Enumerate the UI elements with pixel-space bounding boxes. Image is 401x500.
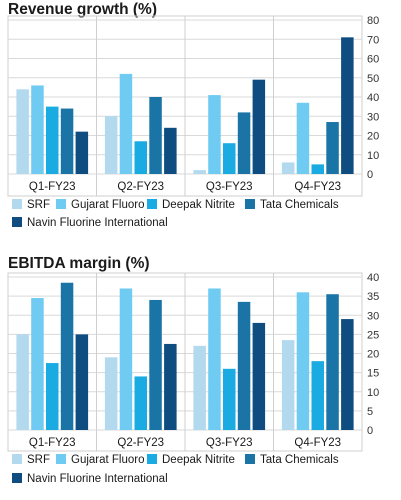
bar-gujarat-fluoro-q2-fy23	[119, 288, 133, 430]
legend-label-srf: SRF	[27, 454, 50, 466]
legend-label-gujarat-fluoro: Gujarat Fluoro	[71, 199, 145, 211]
ebitda-margin-title: EBITDA margin (%)	[8, 255, 150, 272]
x-tick-label: Q2-FY23	[117, 437, 164, 449]
y-tick-label: 80	[367, 15, 379, 27]
bar-srf-q1-fy23	[16, 89, 29, 174]
bar-navin-fluorine-international-q3-fy23	[252, 322, 266, 430]
y-tick-label: 25	[367, 329, 379, 341]
bar-deepak-nitrite-q4-fy23	[311, 361, 324, 430]
y-tick-label: 20	[367, 349, 379, 361]
bar-srf-q2-fy23	[104, 357, 118, 430]
bar-gujarat-fluoro-q1-fy23	[31, 298, 44, 430]
x-tick-label: Q1-FY23	[29, 437, 76, 449]
bar-navin-fluorine-international-q1-fy23	[75, 334, 89, 430]
bar-gujarat-fluoro-q2-fy23	[119, 73, 133, 174]
bar-navin-fluorine-international-q2-fy23	[164, 127, 177, 174]
bar-srf-q3-fy23	[193, 345, 206, 430]
bar-gujarat-fluoro-q3-fy23	[208, 288, 221, 430]
y-tick-label: 30	[367, 111, 379, 123]
y-tick-label: 70	[367, 34, 379, 46]
bar-tata-chemicals-q3-fy23	[237, 112, 251, 174]
y-tick-label: 50	[367, 73, 379, 85]
revenue-growth-title: Revenue growth (%)	[8, 1, 157, 18]
bar-tata-chemicals-q3-fy23	[237, 301, 251, 430]
legend-label-tata-chemicals: Tata Chemicals	[260, 199, 339, 211]
y-tick-label: 40	[367, 272, 379, 284]
bar-tata-chemicals-q1-fy23	[60, 282, 74, 430]
legend-label-navin-fluorine-international: Navin Fluorine International	[27, 473, 168, 485]
legend-swatch-deepak-nitrite	[147, 454, 157, 464]
y-tick-label: 10	[367, 150, 379, 162]
legend-swatch-tata-chemicals	[245, 454, 255, 464]
bar-navin-fluorine-international-q4-fy23	[341, 319, 354, 430]
bar-srf-q3-fy23	[193, 170, 206, 174]
bar-navin-fluorine-international-q2-fy23	[164, 343, 177, 430]
x-tick-label: Q4-FY23	[294, 437, 341, 449]
bar-tata-chemicals-q4-fy23	[326, 294, 339, 430]
legend-label-gujarat-fluoro: Gujarat Fluoro	[71, 454, 145, 466]
legend-label-navin-fluorine-international: Navin Fluorine International	[27, 217, 168, 229]
legend-swatch-tata-chemicals	[245, 199, 255, 209]
legend-swatch-gujarat-fluoro	[56, 199, 66, 209]
bar-navin-fluorine-international-q3-fy23	[252, 79, 266, 174]
bar-srf-q1-fy23	[16, 334, 29, 430]
bar-srf-q4-fy23	[281, 340, 295, 430]
y-tick-label: 15	[367, 368, 379, 380]
bar-gujarat-fluoro-q4-fy23	[296, 292, 310, 430]
bar-gujarat-fluoro-q4-fy23	[296, 102, 310, 174]
bar-srf-q2-fy23	[104, 116, 118, 174]
bar-tata-chemicals-q1-fy23	[60, 108, 74, 174]
y-tick-label: 40	[367, 92, 379, 104]
x-tick-label: Q4-FY23	[294, 181, 341, 193]
y-tick-label: 0	[367, 169, 373, 181]
bar-navin-fluorine-international-q1-fy23	[75, 131, 89, 174]
revenue-growth-chart: 0 10 20 30 40 50 60 70 80 Q1-FY23 Q2-FY23 Q3-FY23 Q4…	[7, 15, 379, 229]
bar-deepak-nitrite-q1-fy23	[46, 106, 59, 174]
bar-tata-chemicals-q2-fy23	[149, 97, 162, 174]
y-tick-label: 60	[367, 54, 379, 66]
bar-deepak-nitrite-q3-fy23	[223, 368, 236, 430]
y-tick-label: 0	[367, 425, 373, 437]
y-tick-label: 5	[367, 406, 373, 418]
x-tick-label: Q3-FY23	[206, 437, 253, 449]
bar-deepak-nitrite-q2-fy23	[134, 376, 147, 430]
bar-navin-fluorine-international-q4-fy23	[341, 37, 354, 175]
legend-label-deepak-nitrite: Deepak Nitrite	[162, 454, 235, 466]
y-tick-label: 35	[367, 291, 379, 303]
x-tick-label: Q3-FY23	[206, 181, 253, 193]
legend-label-deepak-nitrite: Deepak Nitrite	[162, 199, 235, 211]
ebitda-margin-panel: EBITDA margin (%) 0 5 10 15 20 25 30 35 40 Q1-FY2…	[0, 253, 401, 500]
bar-gujarat-fluoro-q1-fy23	[31, 85, 44, 174]
legend-swatch-srf	[12, 199, 22, 209]
bar-tata-chemicals-q2-fy23	[149, 299, 162, 430]
bar-srf-q4-fy23	[281, 162, 295, 174]
x-tick-label: Q2-FY23	[117, 181, 164, 193]
legend-swatch-navin-fluorine-international	[12, 217, 22, 227]
legend-swatch-navin-fluorine-international	[12, 473, 22, 483]
legend-swatch-srf	[12, 454, 22, 464]
bar-deepak-nitrite-q1-fy23	[46, 363, 59, 430]
legend-swatch-gujarat-fluoro	[56, 454, 66, 464]
legend-swatch-deepak-nitrite	[147, 199, 157, 209]
bar-tata-chemicals-q4-fy23	[326, 122, 339, 174]
legend-label-srf: SRF	[27, 199, 50, 211]
bar-gujarat-fluoro-q3-fy23	[208, 95, 221, 174]
y-tick-label: 20	[367, 131, 379, 143]
ebitda-margin-chart: 0 5 10 15 20 25 30 35 40 Q1-FY23 Q2-FY23 Q3-FY23 Q4-…	[7, 272, 379, 485]
y-tick-label: 30	[367, 310, 379, 322]
y-tick-label: 10	[367, 387, 379, 399]
x-tick-label: Q1-FY23	[29, 181, 76, 193]
revenue-growth-panel: Revenue growth (%) 0 10 20 30 40 50 60 70 80 Q1-F…	[0, 0, 401, 248]
legend-label-tata-chemicals: Tata Chemicals	[260, 454, 339, 466]
bar-deepak-nitrite-q3-fy23	[223, 143, 236, 174]
bar-deepak-nitrite-q2-fy23	[134, 141, 147, 174]
bar-deepak-nitrite-q4-fy23	[311, 164, 324, 174]
